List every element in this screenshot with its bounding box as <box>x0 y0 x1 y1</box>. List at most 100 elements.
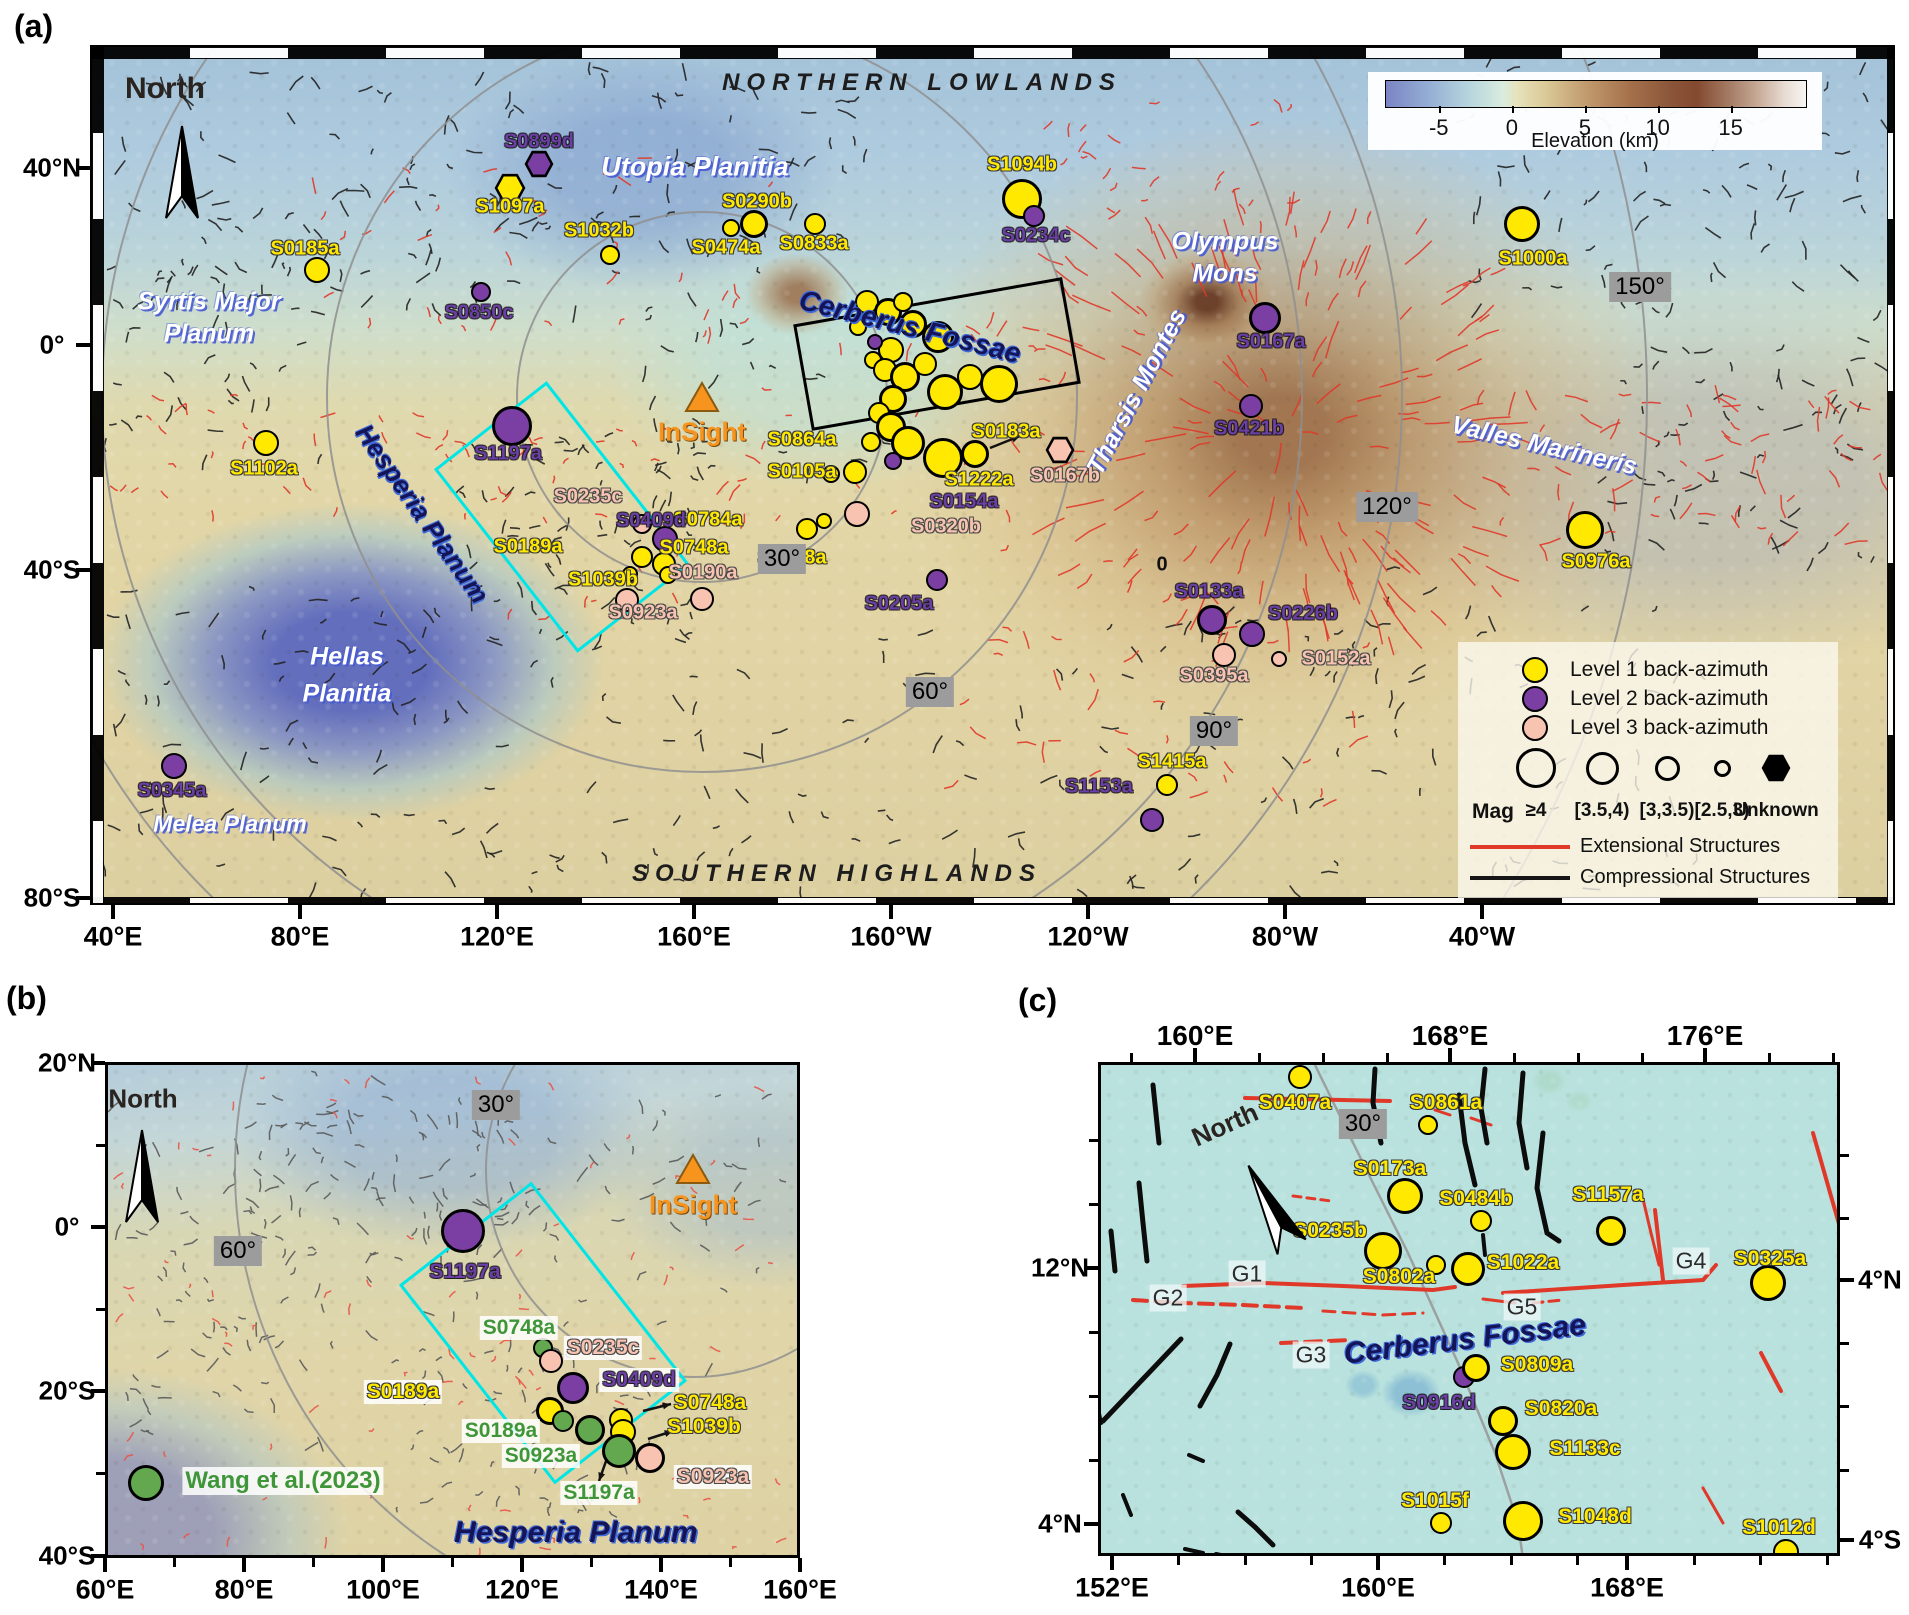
event-marker <box>1140 808 1164 832</box>
event-marker <box>304 257 330 283</box>
axis-tick <box>520 1558 524 1572</box>
axis-tick <box>76 568 90 572</box>
axis-label-right: 4°N <box>1858 1264 1902 1295</box>
legend-level-label: Level 3 back-azimuth <box>1570 716 1769 739</box>
axis-tick <box>1084 1266 1098 1270</box>
legend-mag-symbol <box>1654 755 1680 781</box>
event-label: S0748a <box>659 536 729 559</box>
event-label: S0325a <box>1733 1247 1807 1270</box>
event-marker <box>1495 1434 1531 1470</box>
event-marker <box>740 210 768 238</box>
map-legend: Level 1 back-azimuth Level 2 back-azimuth… <box>1458 642 1838 898</box>
event-label: S1039b <box>567 568 639 591</box>
axis-minor-tick <box>1510 1556 1513 1565</box>
axis-label-left: 0° <box>39 329 65 360</box>
axis-minor-tick <box>1130 1053 1133 1062</box>
axis-label-bottom: 160°E <box>763 1574 837 1605</box>
event-label: S0820a <box>1524 1397 1598 1420</box>
north-arrow-icon <box>1230 1154 1312 1261</box>
event-marker <box>867 334 883 350</box>
axis-minor-tick <box>451 1558 454 1567</box>
event-marker <box>1773 1539 1799 1553</box>
event-marker <box>1045 436 1075 464</box>
legend-level-symbol <box>1522 715 1548 741</box>
event-label: S0923a <box>673 1465 753 1489</box>
axis-tick <box>1084 1522 1098 1526</box>
axis-minor-tick <box>1513 1053 1516 1062</box>
axis-minor-tick <box>1768 1053 1771 1062</box>
insight-label: InSight <box>657 416 747 447</box>
event-label: S0290b <box>721 190 793 213</box>
axis-minor-tick <box>1177 1556 1180 1565</box>
graben-label: G1 <box>1228 1260 1266 1288</box>
event-marker <box>1418 1115 1438 1135</box>
event-marker <box>1566 511 1604 549</box>
axis-minor-tick <box>1840 1342 1849 1345</box>
axis-label-left: 4°N <box>1038 1508 1082 1539</box>
event-marker <box>1426 1255 1446 1275</box>
axis-minor-tick <box>1089 1395 1098 1398</box>
event-marker <box>980 365 1018 403</box>
event-marker <box>1488 1406 1518 1436</box>
geo-label: Syrtis Major <box>137 287 281 316</box>
event-label: S0235b <box>1293 1219 1367 1242</box>
event-marker <box>600 245 620 265</box>
axis-label-left: 20°S <box>38 1375 96 1406</box>
event-label: S1197a <box>429 1260 501 1283</box>
event-marker <box>602 1434 636 1468</box>
event-label: S0235c <box>553 485 623 508</box>
event-label: S1048d <box>1558 1505 1632 1528</box>
axis-minor-tick <box>312 1558 315 1567</box>
axis-label-top: 176°E <box>1666 1020 1744 1051</box>
event-label: S0916d <box>1402 1391 1476 1414</box>
legend-line-symbol <box>1470 845 1570 849</box>
axis-label-bottom: 120°W <box>1047 921 1129 952</box>
axis-label-bottom: 40°W <box>1448 921 1516 952</box>
event-marker <box>1364 1232 1402 1270</box>
axis-label-bottom: 168°E <box>1590 1572 1664 1603</box>
event-marker <box>1750 1265 1786 1301</box>
axis-tick <box>1448 1048 1452 1062</box>
axis-minor-tick <box>1089 1459 1098 1462</box>
event-marker <box>893 292 913 312</box>
event-label: S1039b <box>667 1415 741 1438</box>
event-label: S0189a <box>363 1380 443 1404</box>
axis-tick <box>91 1554 105 1558</box>
event-label: S0833a <box>779 232 849 255</box>
event-label: S0189a <box>493 535 563 558</box>
axis-minor-tick <box>1244 1556 1247 1565</box>
event-label: S1157a <box>1572 1183 1644 1206</box>
axis-tick <box>1625 1556 1629 1570</box>
event-label: S0154a <box>929 490 999 513</box>
event-marker <box>1596 1216 1626 1246</box>
colorbar-tick-label: 15 <box>1718 115 1743 140</box>
event-marker <box>524 150 554 178</box>
event-label: S0923a <box>608 601 678 624</box>
axis-tick <box>76 343 90 347</box>
axis-minor-tick <box>1089 1139 1098 1142</box>
axis-tick <box>1193 1048 1197 1062</box>
axis-label-bottom: 140°E <box>624 1574 698 1605</box>
event-marker <box>926 569 948 591</box>
map-neatline <box>1887 47 1893 903</box>
axis-tick <box>76 166 90 170</box>
distance-ring-label: 90° <box>1189 716 1239 746</box>
event-label: S0864a <box>767 428 837 451</box>
event-label: S0167b <box>1029 464 1101 487</box>
event-marker <box>632 514 652 534</box>
event-marker <box>690 587 714 611</box>
event-marker <box>957 364 983 390</box>
distance-ring-label: 30° <box>1338 1109 1388 1139</box>
event-marker <box>615 588 639 612</box>
event-label: S0899d <box>503 130 575 153</box>
event-marker <box>1271 651 1287 667</box>
event-label: S0861a <box>1409 1091 1483 1114</box>
event-label: S0802a <box>1362 1265 1436 1288</box>
colorbar-tick <box>1511 106 1515 113</box>
axis-label-bottom: 152°E <box>1075 1572 1149 1603</box>
legend-mag-symbol-fill <box>1764 757 1787 778</box>
north-label: North <box>108 1083 178 1114</box>
event-label: S0133a <box>1174 580 1244 603</box>
axis-minor-tick <box>590 1558 593 1567</box>
event-marker <box>494 173 526 203</box>
